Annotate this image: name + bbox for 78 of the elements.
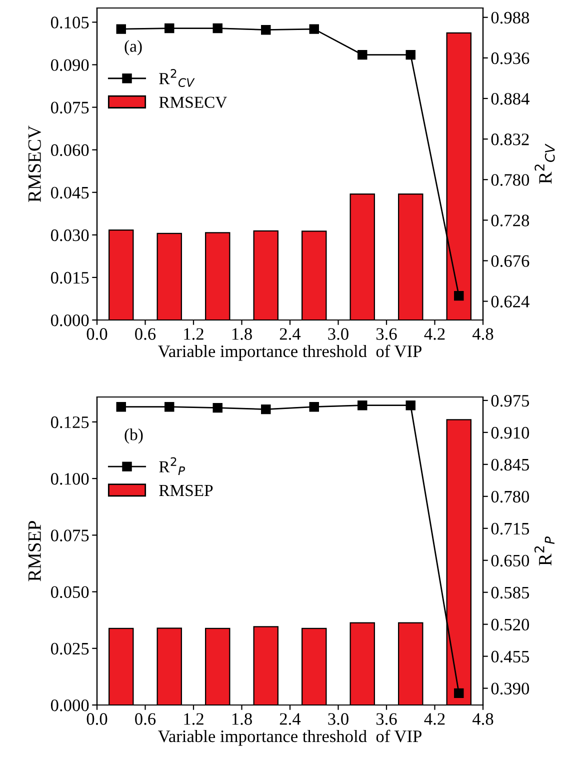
y2-tick-label: 0.676: [491, 255, 530, 267]
x-tick-label: 0.0: [86, 328, 108, 340]
y2-tick-label: 0.650: [491, 554, 530, 567]
y-tick-label: 0.000: [50, 314, 89, 326]
y2-tick-label: 0.390: [491, 682, 530, 695]
y2-tick-label: 0.884: [491, 92, 530, 105]
y2-tick-label: 0.455: [491, 650, 530, 663]
y2-tick-label: 0.910: [491, 426, 530, 439]
legend-label: R$^{2}$$_{CV}$: [159, 69, 195, 87]
point: [358, 50, 368, 60]
point: [212, 23, 222, 34]
y2-tick-label: 0.728: [491, 214, 530, 226]
y2-tick-label: 0.845: [491, 458, 530, 471]
x-tick-label: 1.8: [232, 328, 252, 340]
x-tick-label: 1.8: [232, 713, 252, 725]
x-axis-title: Variable importance threshold of VIP: [158, 730, 422, 746]
y2-tick-label: 0.624: [491, 296, 530, 308]
point: [309, 24, 319, 34]
y-tick-label: 0.045: [50, 186, 89, 199]
legend-label: RMSEP: [159, 484, 213, 496]
y2-tick-label: 0.975: [491, 394, 530, 407]
y2-axis-title: R$^{2}$$_{CV}$: [534, 144, 555, 184]
x-tick-label: 2.4: [280, 713, 301, 725]
y2-tick-label: 0.936: [491, 52, 530, 64]
point: [261, 404, 271, 414]
y-tick-label: 0.125: [50, 416, 89, 428]
point: [358, 400, 368, 410]
y-axis-title: RMSECV: [28, 126, 42, 202]
x-axis-title: Variable importance threshold of VIP: [158, 344, 422, 361]
point: [454, 290, 464, 301]
y2-tick-label: 0.780: [491, 490, 530, 503]
annotation: (b): [124, 428, 143, 444]
point: [212, 402, 222, 413]
point: [454, 688, 464, 698]
x-tick-label: 0.6: [135, 328, 156, 340]
x-tick-label: 3.0: [328, 328, 348, 340]
y-tick-label: 0.090: [50, 59, 89, 71]
y2-tick-label: 0.715: [491, 522, 530, 535]
x-tick-label: 1.2: [184, 713, 204, 725]
x-tick-label: 0.0: [86, 713, 108, 725]
x-tick-label: 3.6: [376, 328, 397, 340]
y2-axis-title: R$^{2}$$_{P}$: [534, 536, 554, 566]
y-tick-label: 0.060: [50, 144, 89, 156]
x-tick-label: 3.0: [328, 713, 348, 725]
y-tick-label: 0.025: [50, 642, 89, 655]
x-tick-label: 4.8: [472, 713, 494, 725]
point: [116, 402, 126, 412]
y-tick-label: 0.015: [50, 272, 89, 284]
x-tick-label: 4.2: [424, 713, 445, 725]
y2-tick-label: 0.832: [491, 134, 529, 146]
y-tick-label: 0.000: [50, 699, 89, 712]
y-tick-label: 0.100: [50, 473, 89, 485]
y2-tick-label: 0.780: [491, 174, 530, 186]
x-tick-label: 0.6: [135, 713, 156, 725]
x-tick-label: 3.6: [376, 713, 397, 725]
y-tick-label: 0.075: [50, 102, 89, 114]
point: [164, 23, 174, 34]
x-tick-label: 4.2: [424, 328, 445, 340]
y-tick-label: 0.105: [50, 16, 89, 28]
legend-label: RMSECV: [159, 96, 228, 108]
point: [164, 402, 174, 412]
y2-tick-label: 0.988: [491, 12, 530, 24]
point: [116, 24, 126, 34]
y2-tick-label: 0.520: [491, 618, 530, 631]
legend-label: R$^{2}$$_{P}$: [159, 457, 185, 476]
y2-tick-label: 0.585: [491, 586, 530, 599]
point: [309, 402, 319, 412]
point: [406, 50, 416, 60]
point: [261, 24, 271, 35]
y-tick-label: 0.050: [50, 586, 89, 598]
x-tick-label: 2.4: [280, 328, 301, 340]
x-tick-label: 1.2: [184, 328, 204, 340]
y-axis-title: RMSEP: [28, 521, 41, 582]
y-tick-label: 0.030: [50, 229, 89, 242]
y-tick-label: 0.075: [50, 530, 89, 542]
point: [406, 400, 416, 410]
annotation: (a): [124, 40, 142, 56]
x-tick-label: 4.8: [472, 328, 494, 340]
